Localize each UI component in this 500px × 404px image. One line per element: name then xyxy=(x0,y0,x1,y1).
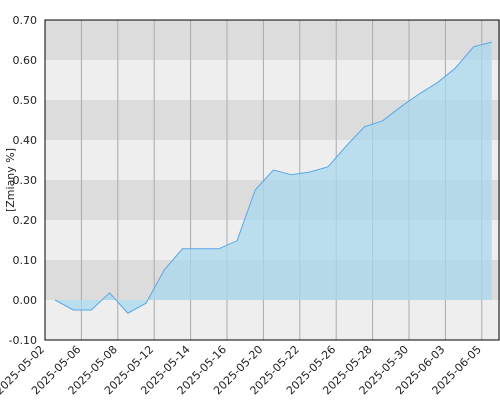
y-tick-label: 0.20 xyxy=(13,214,38,227)
band xyxy=(45,20,500,60)
y-tick-label: 0.10 xyxy=(13,254,38,267)
y-tick-label: -0.10 xyxy=(9,334,37,347)
y-tick-label: 0.30 xyxy=(13,174,38,187)
plot-border xyxy=(44,19,500,341)
y-axis-label: [Zmiany %] xyxy=(4,148,17,212)
line xyxy=(54,41,492,314)
y-tick-label: 0.00 xyxy=(13,294,38,307)
y-tick-label: 0.40 xyxy=(13,134,38,147)
y-tick-label: 0.50 xyxy=(13,94,38,107)
y-tick-label: 0.60 xyxy=(13,54,38,67)
area xyxy=(55,42,492,314)
y-tick-label: 0.70 xyxy=(13,14,38,27)
band xyxy=(45,300,500,340)
